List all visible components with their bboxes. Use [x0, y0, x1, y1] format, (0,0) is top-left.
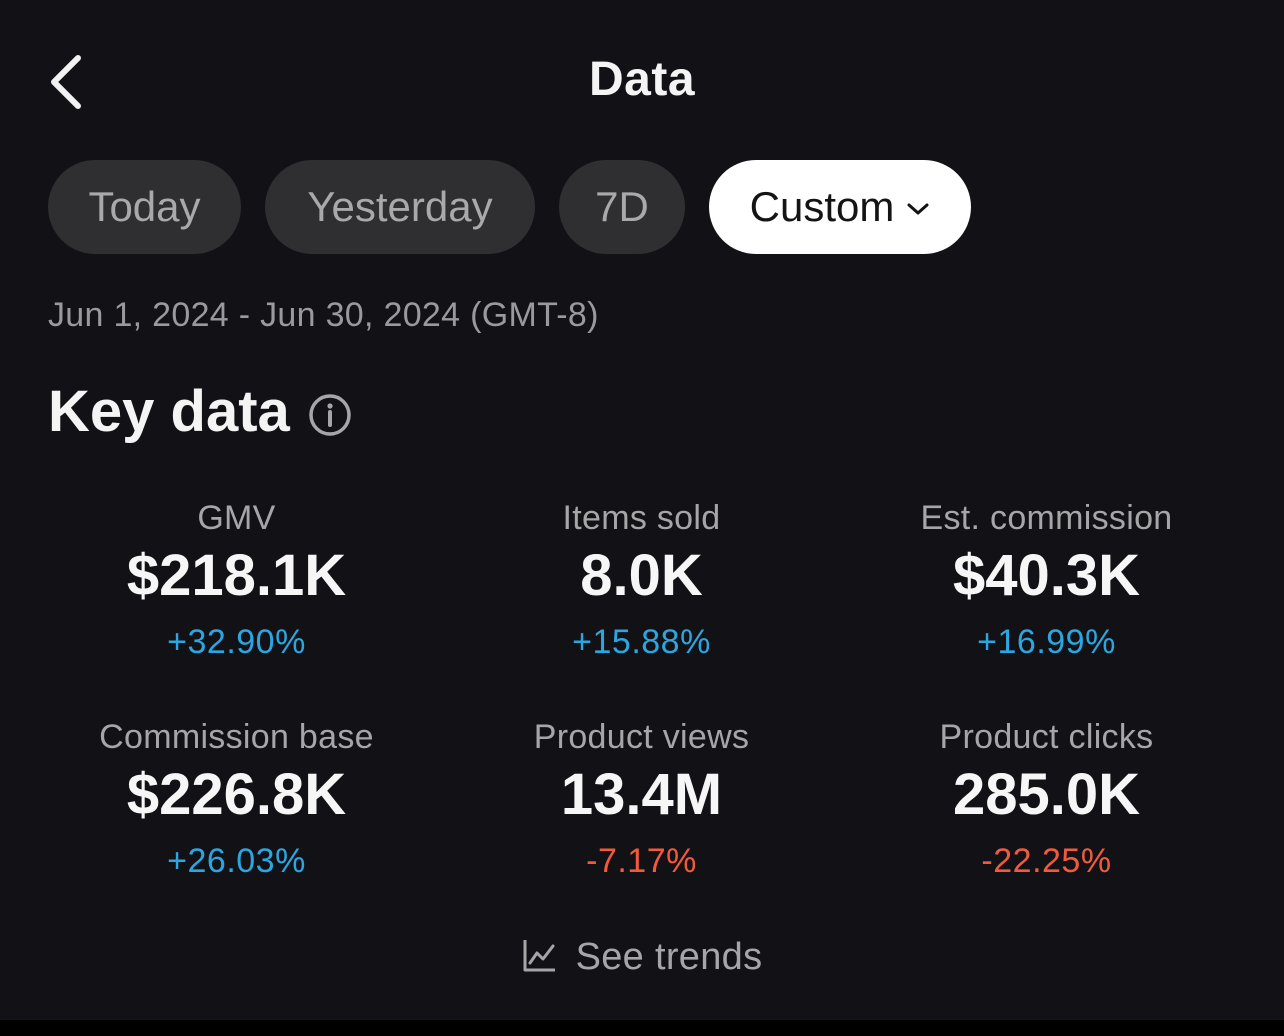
- metric-value: 285.0K: [952, 762, 1141, 827]
- metric-gmv[interactable]: GMV $218.1K +32.90%: [34, 496, 439, 715]
- metric-value: $226.8K: [126, 762, 347, 827]
- tab-7d[interactable]: 7D: [559, 160, 685, 254]
- page-title: Data: [588, 53, 696, 106]
- see-trends-button[interactable]: See trends: [0, 936, 1284, 979]
- bottom-edge: [0, 1020, 1284, 1036]
- metric-value: 8.0K: [580, 543, 703, 608]
- tab-yesterday-label: Yesterday: [307, 183, 493, 230]
- key-data-header: Key data: [48, 378, 352, 445]
- metric-change: +32.90%: [167, 623, 306, 661]
- metric-value: 13.4M: [560, 762, 723, 827]
- info-icon[interactable]: [308, 387, 352, 437]
- metric-change: -22.25%: [981, 842, 1112, 880]
- chevron-down-icon: [906, 197, 930, 217]
- metric-change: +26.03%: [167, 842, 306, 880]
- metrics-grid: GMV $218.1K +32.90% Items sold 8.0K +15.…: [34, 496, 1250, 934]
- header: Data: [0, 0, 1284, 160]
- tab-today-label: Today: [88, 183, 201, 230]
- back-button[interactable]: [40, 48, 104, 116]
- metric-label: Product views: [533, 718, 750, 756]
- metric-label: Commission base: [99, 718, 374, 756]
- tab-7d-label: 7D: [595, 183, 649, 230]
- tab-yesterday[interactable]: Yesterday: [265, 160, 535, 254]
- metric-label: Items sold: [562, 499, 721, 537]
- metric-value: $40.3K: [952, 543, 1141, 608]
- metric-change: +15.88%: [572, 623, 711, 661]
- section-title: Key data: [48, 379, 290, 444]
- metric-label: Product clicks: [939, 718, 1154, 756]
- metric-value: $218.1K: [126, 543, 347, 608]
- date-filter-tabs: Today Yesterday 7D Custom: [48, 160, 971, 254]
- metric-label: GMV: [197, 499, 276, 537]
- metric-label: Est. commission: [920, 499, 1173, 537]
- date-range: Jun 1, 2024 - Jun 30, 2024 (GMT-8): [48, 296, 599, 334]
- metric-change: -7.17%: [586, 842, 697, 880]
- metric-change: +16.99%: [977, 623, 1116, 661]
- tab-custom-label: Custom: [749, 183, 895, 230]
- metric-product-views[interactable]: Product views 13.4M -7.17%: [439, 715, 844, 934]
- chevron-left-icon: [40, 48, 104, 116]
- tab-custom[interactable]: Custom: [709, 160, 971, 254]
- metric-est-commission[interactable]: Est. commission $40.3K +16.99%: [844, 496, 1249, 715]
- tab-today[interactable]: Today: [48, 160, 241, 254]
- metric-product-clicks[interactable]: Product clicks 285.0K -22.25%: [844, 715, 1249, 934]
- see-trends-label: See trends: [575, 936, 763, 978]
- metric-commission-base[interactable]: Commission base $226.8K +26.03%: [34, 715, 439, 934]
- metric-items-sold[interactable]: Items sold 8.0K +15.88%: [439, 496, 844, 715]
- line-chart-icon: [522, 937, 558, 978]
